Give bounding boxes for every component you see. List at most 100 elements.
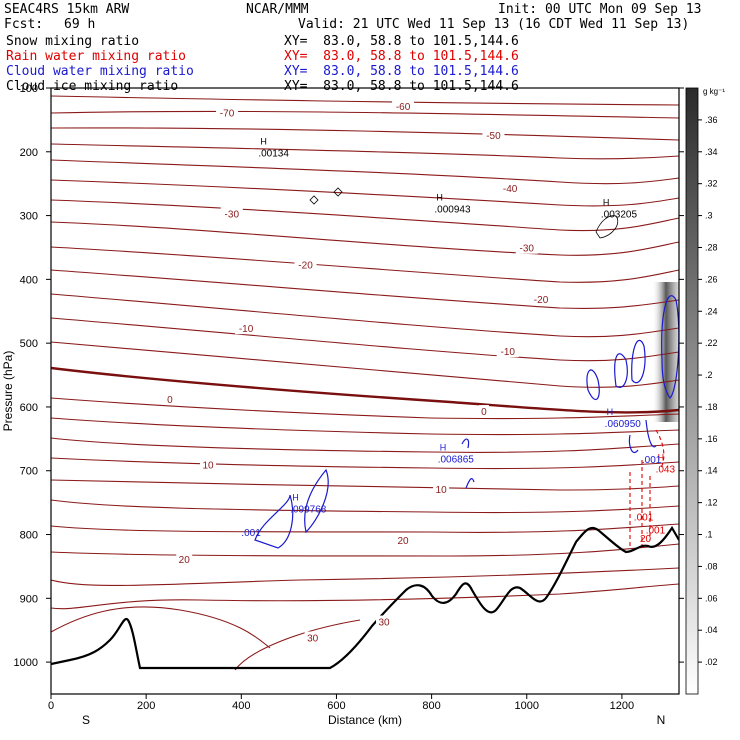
maximum-value: .043 <box>656 465 676 476</box>
isotherm-label: -20 <box>298 260 313 271</box>
isotherm-line <box>51 293 679 338</box>
x-axis-north-label: N <box>657 713 666 727</box>
x-tick-label: 0 <box>48 700 54 712</box>
colorbar-unit: g kg⁻¹ <box>703 87 725 96</box>
maximum-value: .006865 <box>438 455 475 466</box>
snow-contour <box>309 195 319 205</box>
cloudwater-contour <box>614 353 628 388</box>
rainwater-contour <box>655 429 665 471</box>
isotherm-line <box>51 583 679 610</box>
snow-contour <box>595 215 619 239</box>
cloudwater-contour <box>465 478 475 489</box>
isotherm-line <box>51 143 679 160</box>
colorbar <box>685 87 699 695</box>
maximum-marker: H <box>658 453 665 463</box>
isotherm-label: 20 <box>397 536 409 547</box>
x-tick-label: 1000 <box>515 700 539 712</box>
field-xy-cloudwater: XY= 83.0, 58.8 to 101.5,144.6 <box>284 64 519 79</box>
cloudwater-contour <box>254 494 294 549</box>
x-tick-label: 200 <box>137 700 155 712</box>
colorbar-tick-label: .36 <box>705 115 718 125</box>
isotherm-label: -10 <box>239 324 254 335</box>
isotherm-line <box>51 523 679 533</box>
isotherm-line <box>51 95 679 106</box>
fcst-value: 69 h <box>64 17 96 32</box>
colorbar-tick-label: .22 <box>705 338 718 348</box>
y-tick-label: 1000 <box>14 657 38 669</box>
isotherm-label-bg <box>200 458 216 471</box>
isotherm-line <box>51 341 679 388</box>
maximum-value: .099768 <box>290 504 327 515</box>
isotherm-label-bg <box>216 106 239 119</box>
colorbar-tick-label: .16 <box>705 434 718 444</box>
isotherm-label-bg <box>304 631 321 644</box>
maximum-marker: H <box>607 407 614 417</box>
isotherm-line <box>51 221 679 256</box>
isotherm-label-bg <box>482 128 505 141</box>
isotherm-line <box>51 317 679 362</box>
x-axis-title: Distance (km) <box>328 713 402 727</box>
isotherm-label: -30 <box>225 209 240 220</box>
maximum-value: .003205 <box>601 210 638 221</box>
isotherm-line <box>234 619 361 671</box>
isotherm-label: 10 <box>202 461 214 472</box>
isotherm-label: 20 <box>179 555 191 566</box>
isotherm-line <box>51 397 679 420</box>
isotherm-line <box>51 567 679 586</box>
maximum-marker: H <box>603 198 610 208</box>
x-tick-label: 800 <box>422 700 440 712</box>
field-xy-snow: XY= 83.0, 58.8 to 101.5,144.6 <box>284 34 519 49</box>
colorbar-tick-label: .18 <box>705 402 718 412</box>
y-tick-label: 500 <box>20 338 38 350</box>
isotherm-line <box>51 437 679 453</box>
snow-contour <box>333 187 343 197</box>
field-name-rain: Rain water mixing ratio <box>6 49 187 64</box>
isotherm-label-bg <box>515 241 538 254</box>
isotherm-label-bg <box>376 615 393 628</box>
isotherm-label-bg <box>496 345 519 358</box>
isotherm-label: 30 <box>378 618 390 629</box>
terrain-line <box>51 525 679 670</box>
isotherm-label-bg <box>164 392 175 405</box>
y-tick-label: 100 <box>20 83 38 95</box>
contour-label: .001 <box>642 455 662 466</box>
cloudwater-contour <box>631 339 646 383</box>
isotherm-label-bg <box>176 553 193 566</box>
valid-time: Valid: 21 UTC Wed 11 Sep 13 (16 CDT Wed … <box>298 17 690 32</box>
isotherm-label-bg <box>392 100 415 113</box>
colorbar-tick-label: .34 <box>705 147 718 157</box>
isotherm-line <box>51 246 679 283</box>
freezing-level <box>51 366 679 414</box>
isotherm-line <box>51 457 679 470</box>
y-tick-label: 300 <box>20 211 38 223</box>
contour-label: 20 <box>640 534 652 545</box>
isotherm-label-bg <box>235 322 258 335</box>
y-axis-title: Pressure (hPa) <box>1 351 15 432</box>
cloudwater-contour <box>645 419 657 448</box>
contour-label: .001 <box>634 512 654 523</box>
isotherm-label-bg <box>395 533 412 546</box>
org-label: NCAR/MMM <box>246 2 309 17</box>
colorbar-tick-label: .04 <box>705 625 718 635</box>
isotherm-label: -10 <box>501 347 516 358</box>
isotherm-label-bg <box>530 292 553 305</box>
isotherm-label-bg <box>220 207 243 220</box>
isotherm-line <box>51 110 679 119</box>
isotherm-line <box>51 499 679 514</box>
contour-label: .001 <box>241 528 261 539</box>
colorbar-tick-label: .02 <box>705 657 718 667</box>
isotherm-label: -40 <box>503 184 518 195</box>
maximum-marker: H <box>260 136 267 146</box>
colorbar-tick-label: .28 <box>705 242 718 252</box>
isotherm-label: 10 <box>436 485 448 496</box>
colorbar-tick-label: .06 <box>705 593 718 603</box>
colorbar-tick-label: .2 <box>705 370 713 380</box>
maximum-value: .00134 <box>258 148 289 159</box>
y-tick-label: 400 <box>20 274 38 286</box>
isotherm-label: -60 <box>396 102 411 113</box>
isotherm-label: -50 <box>486 131 501 142</box>
field-name-snow: Snow mixing ratio <box>6 34 140 49</box>
isotherm-label-bg <box>294 258 317 271</box>
isotherm-line <box>51 179 679 207</box>
isotherm-line <box>51 606 271 649</box>
